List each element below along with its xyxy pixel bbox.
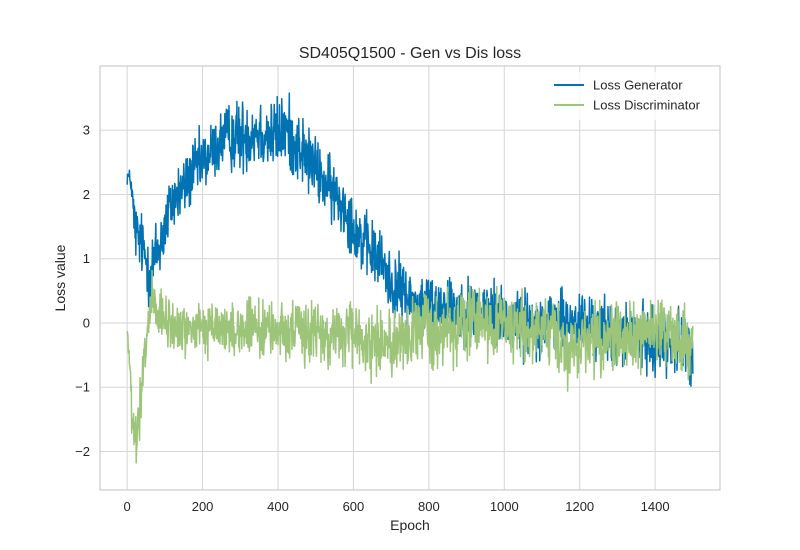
x-tick-label: 1400 xyxy=(641,499,670,514)
x-tick-label: 0 xyxy=(124,499,131,514)
x-tick-label: 600 xyxy=(343,499,365,514)
x-tick-label: 800 xyxy=(418,499,440,514)
x-tick-labels: 0 200 400 600 800 1000 1200 1400 xyxy=(124,499,670,514)
series-loss-discriminator xyxy=(126,269,694,464)
x-axis-label: Epoch xyxy=(390,517,430,533)
x-tick-label: 1000 xyxy=(490,499,519,514)
x-tick-label: 200 xyxy=(192,499,214,514)
plot-frame xyxy=(99,65,721,491)
chart-title: SD405Q1500 - Gen vs Dis loss xyxy=(299,45,521,62)
y-tick-label: 1 xyxy=(83,251,90,266)
legend: Loss Generator Loss Discriminator xyxy=(546,72,714,120)
y-tick-label: −2 xyxy=(75,444,90,459)
y-tick-label: 0 xyxy=(83,315,90,330)
y-tick-label: 3 xyxy=(83,123,90,138)
y-tick-label: −1 xyxy=(75,380,90,395)
x-tick-label: 1200 xyxy=(565,499,594,514)
series-layer xyxy=(126,92,694,464)
grid-lines xyxy=(100,66,720,490)
y-tick-labels: −2 −1 0 1 2 3 xyxy=(75,123,90,459)
y-axis-label: Loss value xyxy=(52,244,68,311)
y-tick-label: 2 xyxy=(83,187,90,202)
legend-label-generator: Loss Generator xyxy=(593,78,683,93)
series-loss-generator xyxy=(126,92,694,387)
legend-label-discriminator: Loss Discriminator xyxy=(593,98,701,113)
x-tick-label: 400 xyxy=(267,499,289,514)
legend-box xyxy=(546,72,714,120)
